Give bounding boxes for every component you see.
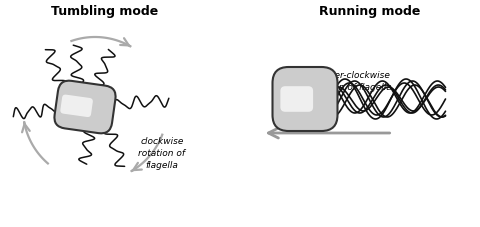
Text: Running mode: Running mode bbox=[319, 5, 420, 18]
Text: Tumbling mode: Tumbling mode bbox=[51, 5, 158, 18]
FancyBboxPatch shape bbox=[54, 81, 116, 133]
FancyBboxPatch shape bbox=[273, 67, 337, 131]
FancyBboxPatch shape bbox=[280, 86, 313, 112]
FancyBboxPatch shape bbox=[60, 95, 93, 117]
Text: clockwise
rotation of
flagella: clockwise rotation of flagella bbox=[139, 137, 185, 170]
Text: counter-clockwise
rotation of flagella: counter-clockwise rotation of flagella bbox=[309, 71, 391, 92]
